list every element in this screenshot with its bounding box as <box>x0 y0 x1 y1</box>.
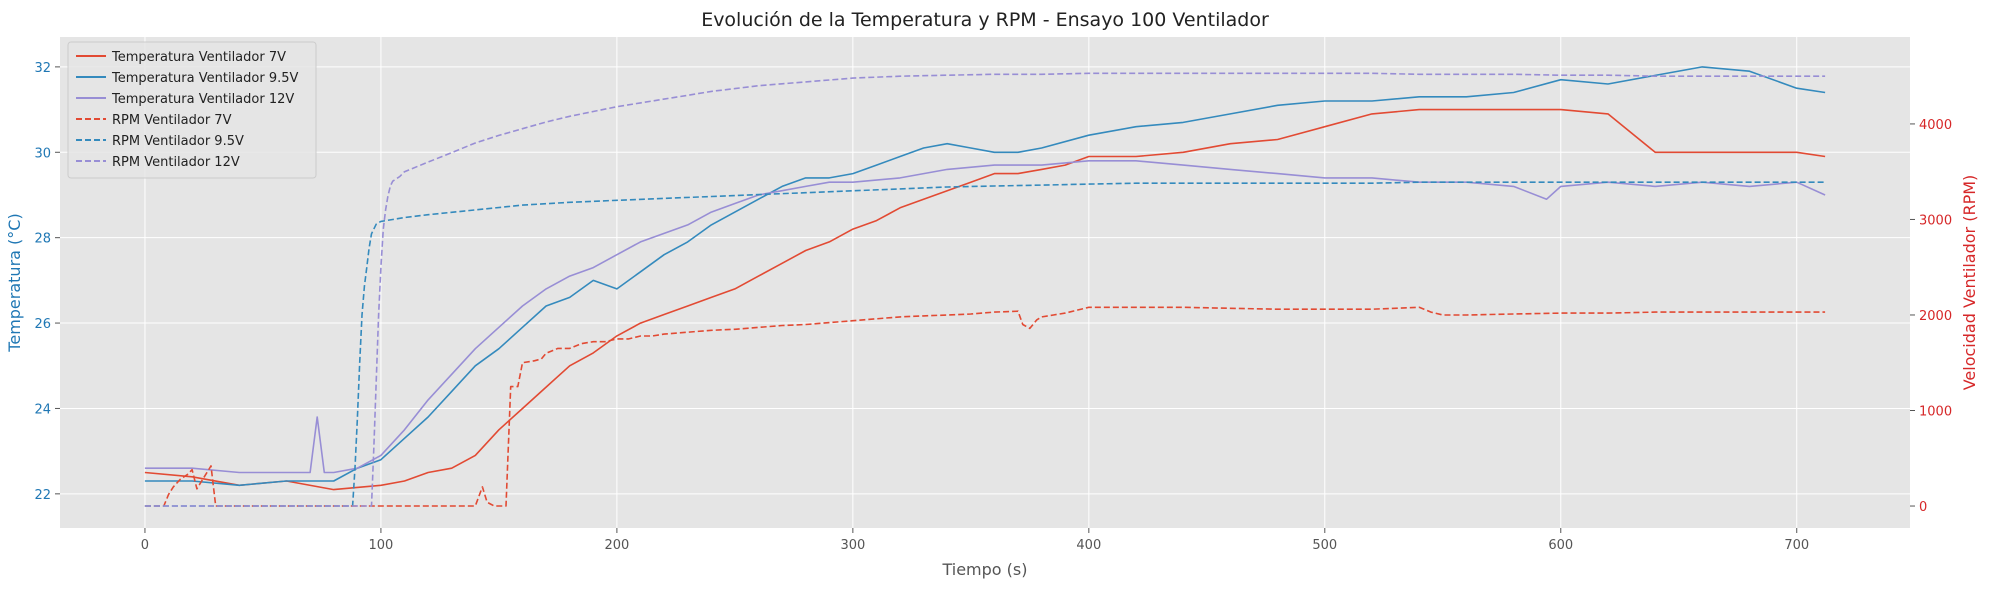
y-right-tick-label: 0 <box>1919 500 1927 515</box>
legend: Temperatura Ventilador 7V Temperatura Ven… <box>67 41 317 179</box>
y-left-tick-label: 32 <box>34 61 51 76</box>
y-right-tick-label: 1000 <box>1919 405 1952 420</box>
legend-label: Temperatura Ventilador 12V <box>111 92 294 107</box>
x-axis-label: Tiempo (s) <box>941 560 1027 579</box>
legend-box <box>67 41 317 179</box>
y-right-tick-label: 2000 <box>1919 309 1952 324</box>
plot-area <box>60 37 1910 528</box>
x-tick-label: 700 <box>1784 538 1809 553</box>
legend-label: RPM Ventilador 12V <box>112 155 240 170</box>
series-line-1 <box>144 108 1826 491</box>
grid <box>60 37 1910 528</box>
y-left-tick-label: 22 <box>34 488 51 503</box>
y-right-tick-label: 3000 <box>1919 213 1952 228</box>
legend-label: Temperatura Ventilador 7V <box>111 50 286 65</box>
y-left-tick-label: 28 <box>34 232 51 247</box>
legend-label: Temperatura Ventilador 9.5V <box>111 71 298 86</box>
x-tick-label: 200 <box>604 538 629 553</box>
series-line-3 <box>144 160 1826 474</box>
y-left-tick-label: 26 <box>34 317 51 332</box>
x-tick-label: 600 <box>1548 538 1573 553</box>
x-tick-label: 500 <box>1312 538 1337 553</box>
y-right-tick-label: 4000 <box>1919 118 1952 133</box>
series-line-2 <box>144 66 1826 487</box>
axes: 0 100 200 300 400 500 600 700 22 24 26 28 30 32 0 1000 2… <box>34 61 1952 553</box>
series-line-4 <box>144 306 1826 507</box>
y-axis-label-left: Temperatura (°C) <box>5 213 24 352</box>
chart-title: Evolución de la Temperatura y RPM - Ensa… <box>701 9 1269 31</box>
legend-label: RPM Ventilador 7V <box>112 113 232 128</box>
y-axis-label-right: Velocidad Ventilador (RPM) <box>1960 175 1979 391</box>
series-line-6 <box>144 72 1826 507</box>
y-left-tick-label: 24 <box>34 402 51 417</box>
x-tick-label: 0 <box>141 538 149 553</box>
x-tick-label: 400 <box>1076 538 1101 553</box>
series-layer <box>144 66 1826 507</box>
x-tick-label: 100 <box>369 538 394 553</box>
legend-label: RPM Ventilador 9.5V <box>112 134 244 149</box>
y-left-tick-label: 30 <box>34 146 51 161</box>
series-line-5 <box>144 181 1826 507</box>
x-tick-label: 300 <box>840 538 865 553</box>
